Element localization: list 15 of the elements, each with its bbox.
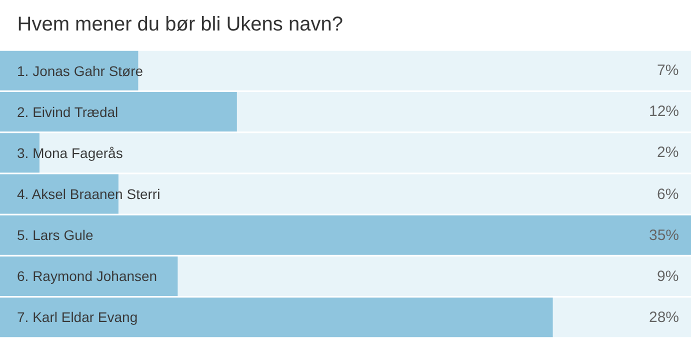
y-tick-label: 1. Jonas Gahr Støre — [17, 63, 144, 79]
y-tick-label: 3. Mona Fagerås — [17, 145, 123, 161]
data-label: 28% — [649, 309, 680, 326]
data-label: 7% — [657, 62, 679, 79]
data-label: 2% — [657, 144, 679, 161]
chart-title: Hvem mener du bør bli Ukens navn? — [17, 14, 343, 36]
data-label: 35% — [649, 227, 680, 244]
y-tick-label: 5. Lars Gule — [17, 227, 94, 243]
y-tick-label: 2. Eivind Trædal — [17, 104, 118, 120]
y-tick-label: 4. Aksel Braanen Sterri — [17, 186, 160, 202]
y-tick-label: 6. Raymond Johansen — [17, 268, 158, 284]
y-tick-label: 7. Karl Eldar Evang — [17, 309, 138, 325]
data-label: 9% — [657, 268, 679, 285]
data-label: 6% — [657, 186, 679, 203]
data-label: 12% — [649, 103, 680, 120]
